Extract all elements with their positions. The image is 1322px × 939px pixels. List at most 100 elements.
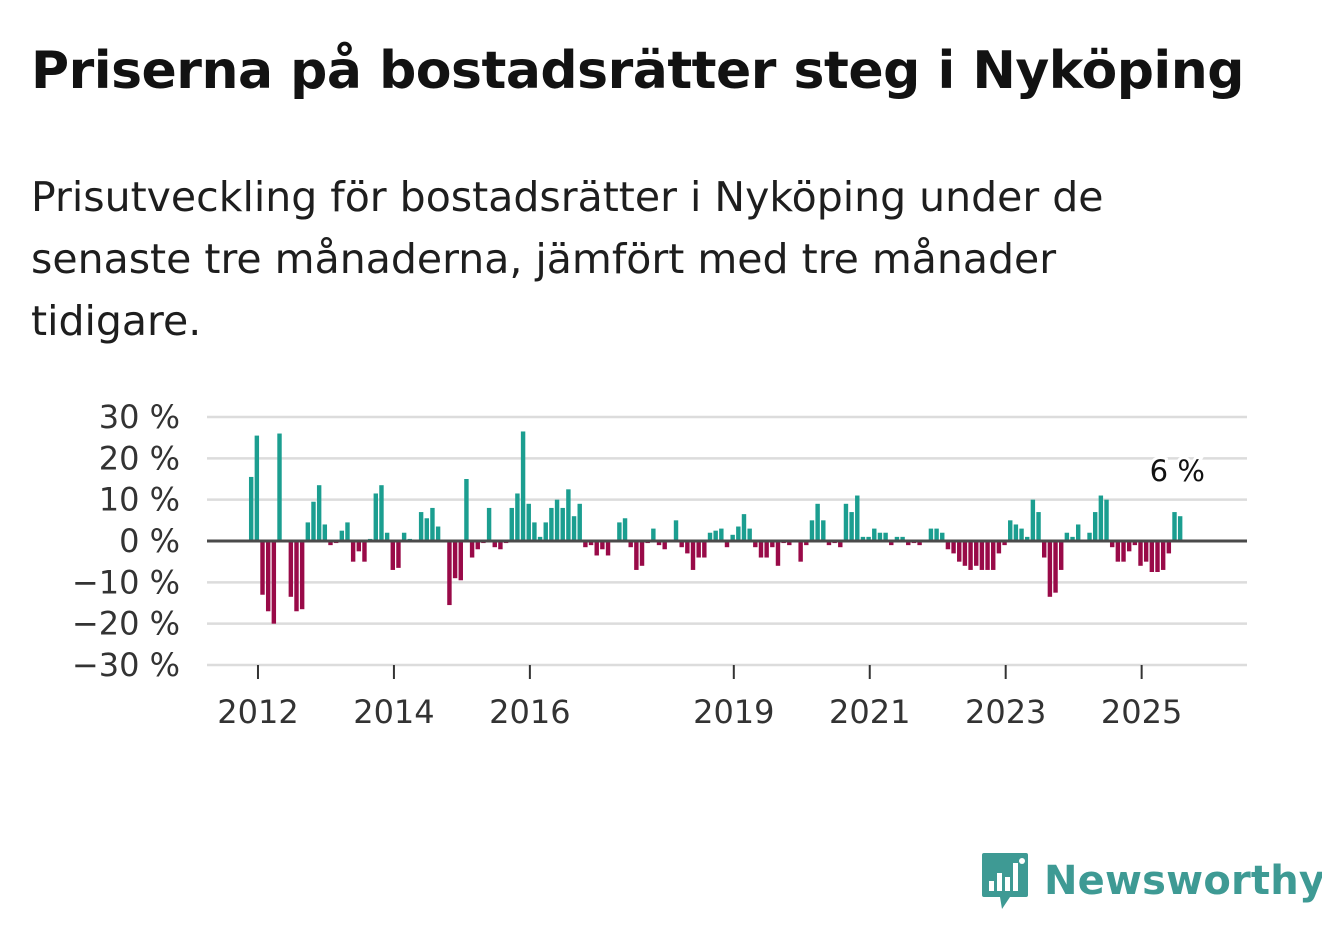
bar xyxy=(566,489,571,541)
bar xyxy=(430,507,435,541)
bar xyxy=(951,541,956,554)
bar xyxy=(855,495,860,541)
bar xyxy=(271,541,277,624)
bar xyxy=(316,485,322,541)
bar xyxy=(957,541,962,562)
bar xyxy=(328,541,333,546)
bar xyxy=(384,532,390,541)
bar xyxy=(775,541,781,566)
bar xyxy=(968,541,973,570)
bar xyxy=(509,507,514,541)
bar xyxy=(486,507,492,541)
bar xyxy=(849,512,854,541)
bar xyxy=(1132,541,1138,546)
bar xyxy=(628,541,633,548)
bar xyxy=(1143,541,1149,562)
bar xyxy=(1109,541,1115,548)
bar xyxy=(843,503,849,541)
end-value-label: 6 % xyxy=(1150,454,1205,488)
bar xyxy=(996,541,1002,554)
bar xyxy=(883,532,888,541)
bar xyxy=(1053,541,1058,593)
gridlines xyxy=(207,415,1247,667)
bar xyxy=(447,541,452,606)
bar xyxy=(1064,532,1070,541)
bar xyxy=(396,541,401,568)
bar xyxy=(940,532,945,541)
bar xyxy=(798,541,803,562)
bar xyxy=(934,528,939,541)
x-tick-label: 2021 xyxy=(829,693,910,731)
bar xyxy=(1149,541,1155,572)
bar xyxy=(1104,499,1109,541)
bar xyxy=(753,541,758,548)
bar xyxy=(690,541,696,570)
bar xyxy=(1166,541,1172,554)
bar xyxy=(639,541,645,566)
bar xyxy=(713,530,718,541)
bar xyxy=(673,520,679,541)
bar xyxy=(1042,541,1047,558)
bar xyxy=(696,541,701,558)
bar xyxy=(265,541,271,612)
bar xyxy=(1121,541,1126,562)
bar xyxy=(1013,524,1019,541)
bar xyxy=(866,536,871,541)
bar xyxy=(418,512,424,541)
bar xyxy=(435,526,441,541)
bar xyxy=(979,541,985,570)
bar xyxy=(401,532,407,541)
y-axis: 30 %20 % 10 %0 %−10 % −20 %−30 % xyxy=(72,398,180,684)
bar xyxy=(520,431,526,541)
bar xyxy=(288,541,294,597)
bar xyxy=(809,520,815,541)
bar xyxy=(254,435,260,541)
bar xyxy=(1126,541,1132,552)
bar xyxy=(945,541,951,550)
page-title: Priserna på bostadsrätter steg i Nyköpin… xyxy=(31,41,1245,101)
bar xyxy=(305,522,311,541)
bar xyxy=(424,518,429,541)
bar xyxy=(1070,536,1075,541)
bar xyxy=(464,479,469,541)
bar xyxy=(339,530,345,541)
bar xyxy=(702,541,707,558)
y-tick-label: 30 % xyxy=(99,398,180,436)
y-tick-label: −20 % xyxy=(72,605,180,643)
y-tick-label: 10 % xyxy=(99,481,180,519)
bar xyxy=(826,541,832,546)
bar xyxy=(894,536,900,541)
x-tick-label: 2012 xyxy=(217,693,298,731)
bar xyxy=(475,541,480,550)
bar xyxy=(469,541,475,558)
bar xyxy=(1036,512,1041,541)
bar xyxy=(537,536,543,541)
bar xyxy=(679,541,684,548)
bar xyxy=(605,541,611,556)
bar xyxy=(906,541,911,546)
bar xyxy=(974,541,979,566)
bar xyxy=(787,541,792,546)
bar xyxy=(594,541,599,556)
bar xyxy=(724,541,730,548)
bar xyxy=(277,433,282,541)
bar xyxy=(617,522,622,541)
bar xyxy=(588,541,594,546)
bar xyxy=(962,541,968,566)
bar xyxy=(1008,520,1013,541)
bar xyxy=(322,524,328,541)
bar xyxy=(1075,524,1081,541)
bar xyxy=(656,541,662,546)
bar xyxy=(730,534,735,541)
bar xyxy=(571,516,577,541)
bar xyxy=(498,541,503,550)
y-tick-label: −30 % xyxy=(72,646,180,684)
bar xyxy=(583,541,588,548)
x-tick-label: 2016 xyxy=(489,693,570,731)
bar xyxy=(622,518,628,541)
bar xyxy=(345,522,350,541)
bar xyxy=(877,532,883,541)
bar xyxy=(1098,495,1104,541)
bar xyxy=(356,541,362,552)
bar xyxy=(600,541,605,550)
